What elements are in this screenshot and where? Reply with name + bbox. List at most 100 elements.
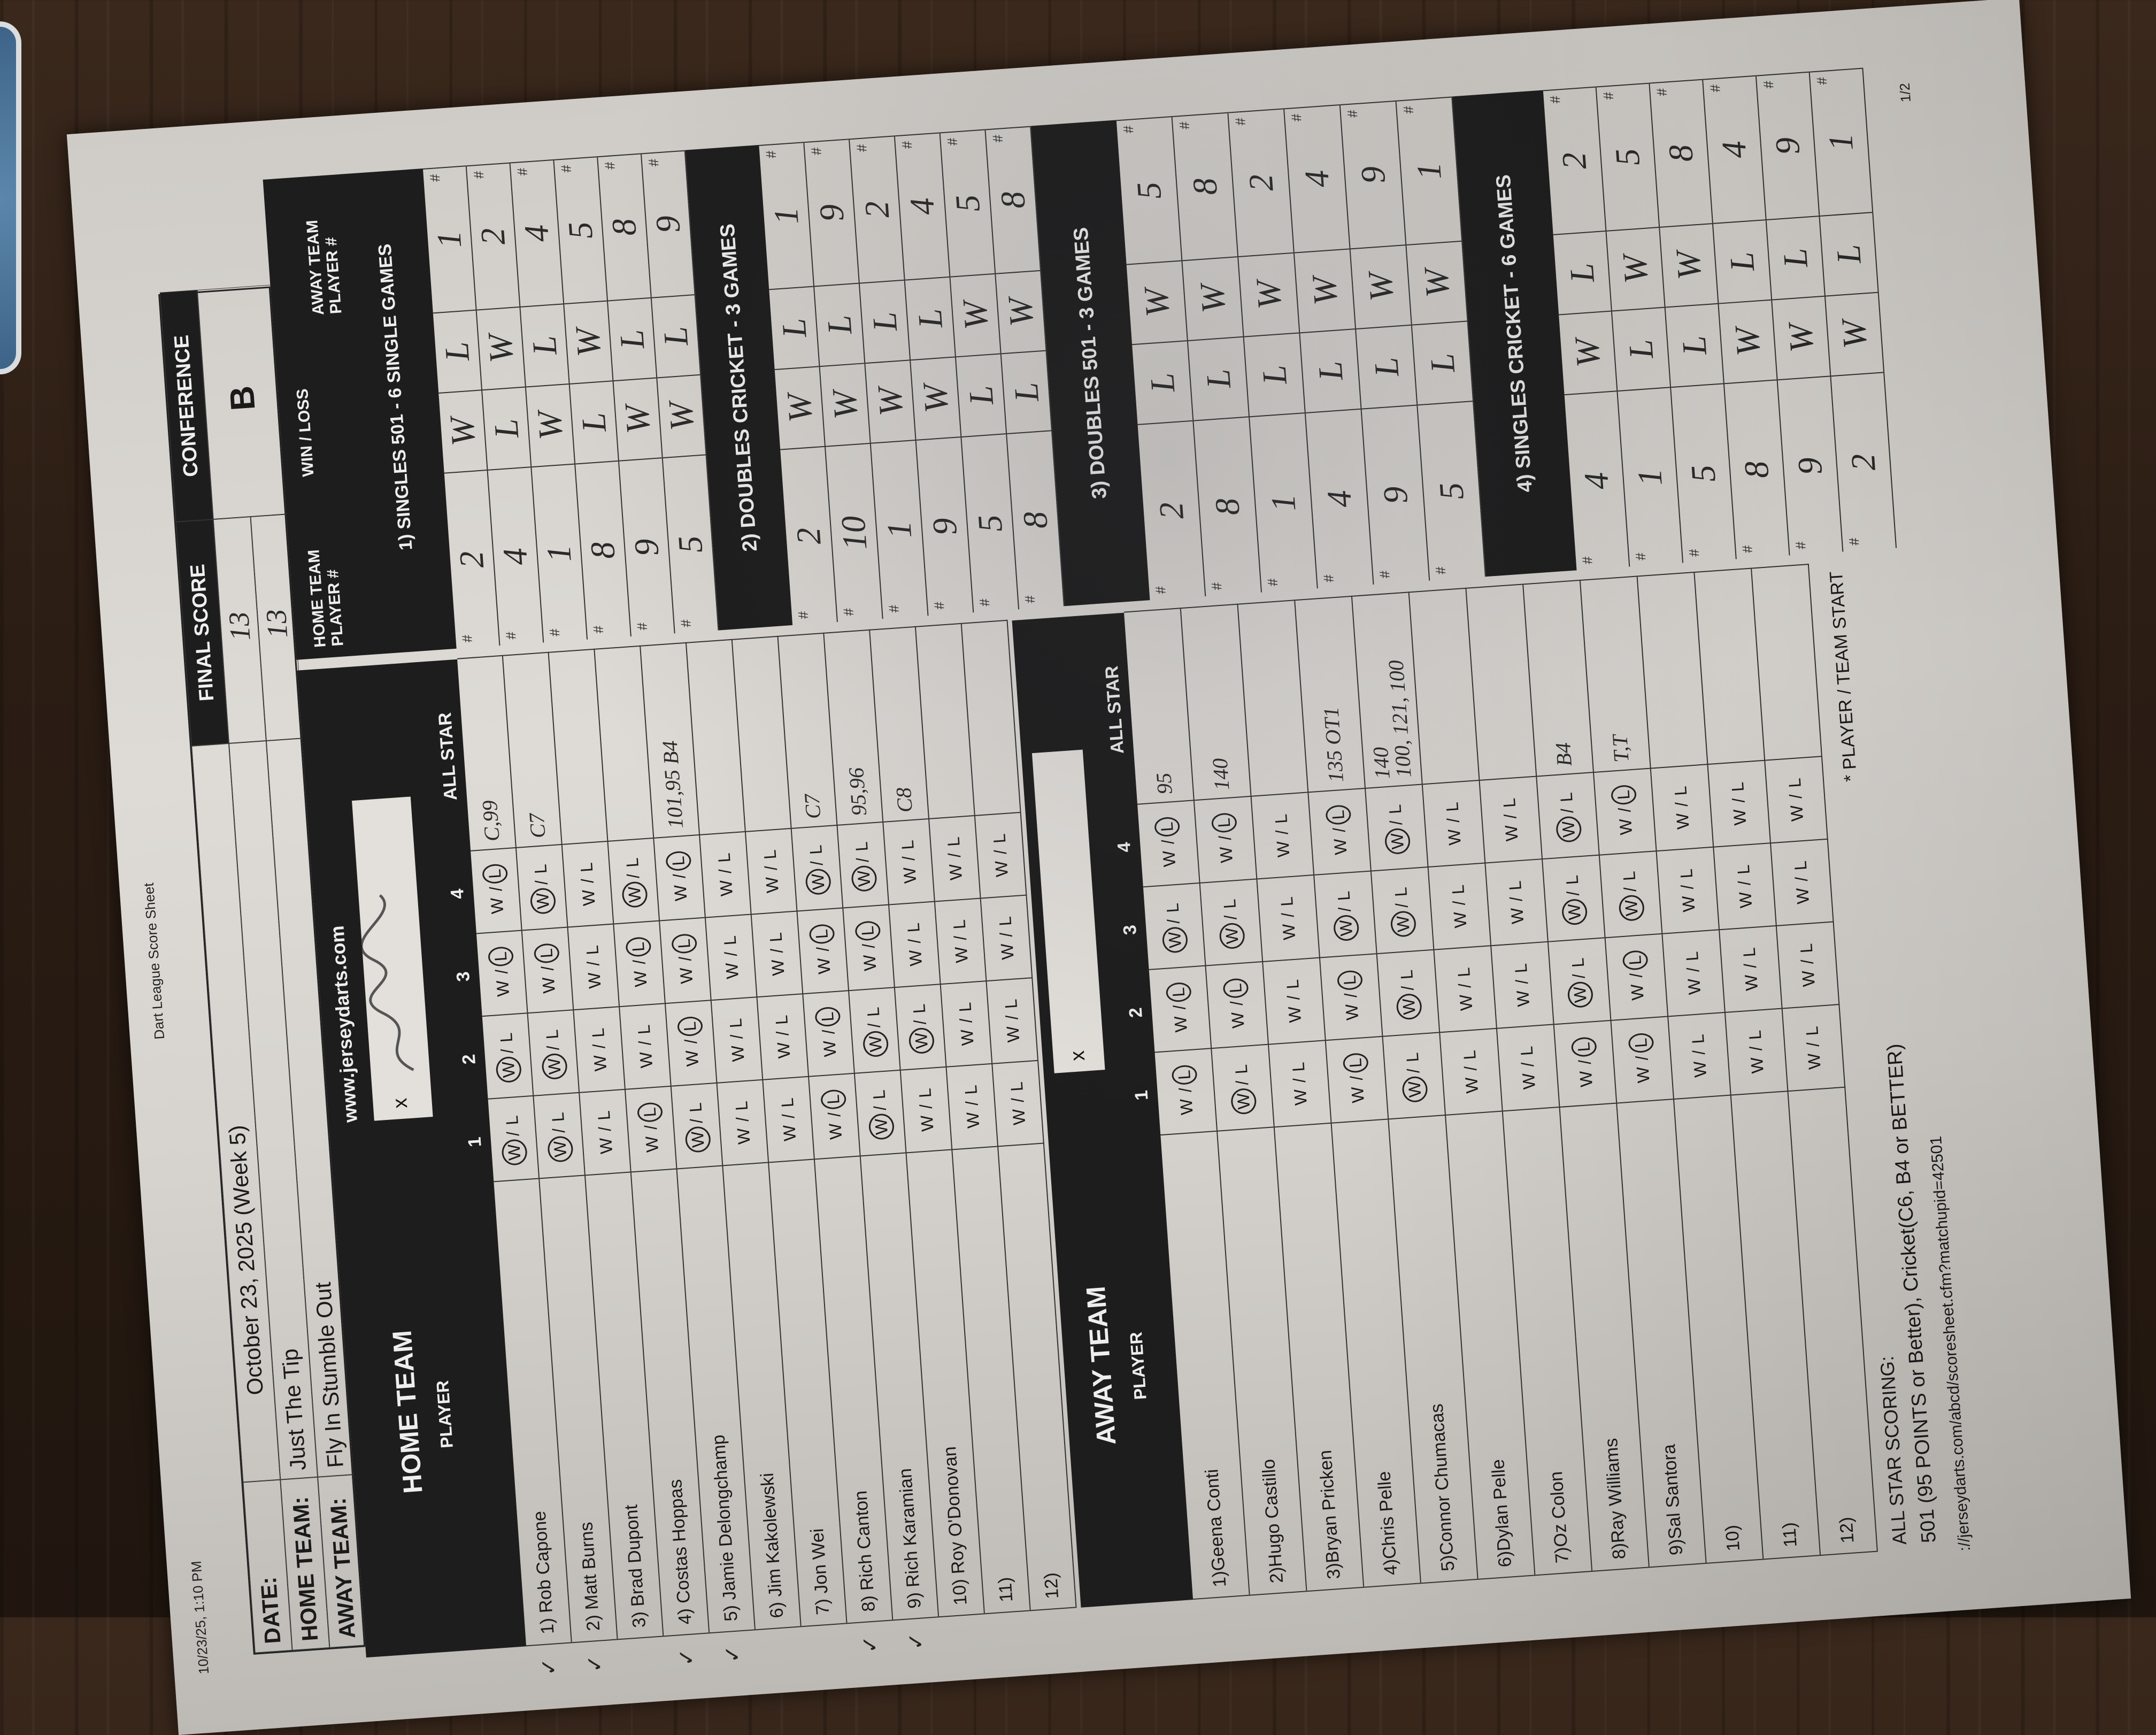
away-result[interactable]: W xyxy=(1606,227,1665,311)
game-3-result[interactable]: W / L xyxy=(1657,846,1720,933)
game-4-result[interactable]: W / L xyxy=(1365,784,1429,871)
away-result[interactable]: W xyxy=(476,306,525,390)
away-player-number[interactable]: #5 xyxy=(940,129,995,277)
away-player-number[interactable]: #9 xyxy=(804,139,859,286)
away-player-number[interactable]: #5 xyxy=(1596,82,1659,231)
game-4-result[interactable]: W / L xyxy=(1765,756,1828,843)
away-captain-signature-box[interactable]: x xyxy=(1031,749,1105,1073)
game-3-result[interactable]: W / L xyxy=(1200,878,1264,965)
game-1-result[interactable]: W / L xyxy=(1268,1040,1332,1127)
game-1-result[interactable]: W / L xyxy=(809,1072,861,1159)
away-result[interactable]: L xyxy=(1766,216,1824,300)
game-2-result[interactable]: W / L xyxy=(711,996,764,1083)
game-4-result[interactable]: W / L xyxy=(1593,767,1657,855)
away-player-number[interactable]: #2 xyxy=(849,135,904,283)
away-player-number[interactable]: #4 xyxy=(1284,104,1350,252)
game-4-result[interactable]: W / L xyxy=(883,818,935,904)
game-2-result[interactable]: W / L xyxy=(620,1003,672,1089)
game-4-result[interactable]: W / L xyxy=(654,834,706,920)
game-2-result[interactable]: W / L xyxy=(482,1012,534,1099)
home-player-number[interactable]: #9 xyxy=(1361,404,1429,585)
home-result[interactable]: W xyxy=(1825,291,1884,376)
away-player-number[interactable]: #1 xyxy=(759,142,813,289)
game-4-result[interactable]: W / L xyxy=(975,811,1027,898)
game-2-result[interactable]: W / L xyxy=(987,977,1038,1063)
game-2-result[interactable]: W / L xyxy=(1263,957,1326,1044)
game-4-result[interactable]: W / L xyxy=(1537,771,1600,859)
home-player-number[interactable]: #8 xyxy=(1194,416,1261,596)
game-1-result[interactable]: W / L xyxy=(1725,1008,1789,1095)
game-2-result[interactable]: W / L xyxy=(849,987,901,1073)
game-4-result[interactable]: W / L xyxy=(791,824,844,911)
away-result[interactable]: W xyxy=(1660,223,1718,307)
game-4-result[interactable]: W / L xyxy=(929,815,981,901)
game-2-result[interactable]: W / L xyxy=(574,1006,626,1092)
game-4-result[interactable]: W / L xyxy=(1651,764,1714,851)
game-4-result[interactable]: W / L xyxy=(1308,787,1372,874)
game-3-result[interactable]: W / L xyxy=(1143,882,1206,969)
away-player-number[interactable]: #8 xyxy=(985,126,1040,273)
away-result[interactable]: L xyxy=(1553,231,1611,314)
away-player-number[interactable]: #4 xyxy=(895,132,950,280)
game-4-result[interactable]: W / L xyxy=(608,837,660,924)
game-4-result[interactable]: W / L xyxy=(1708,759,1771,847)
home-result[interactable]: L xyxy=(1665,303,1723,387)
home-captain-signature-box[interactable]: x xyxy=(352,796,433,1121)
game-2-result[interactable]: W / L xyxy=(1320,953,1383,1040)
game-3-result[interactable]: W / L xyxy=(843,904,895,991)
home-result[interactable]: L xyxy=(1612,306,1670,391)
away-player-number[interactable]: #2 xyxy=(1228,108,1293,257)
game-1-result[interactable]: W / L xyxy=(1497,1024,1560,1111)
game-2-result[interactable]: W / L xyxy=(941,980,993,1066)
game-1-result[interactable]: W / L xyxy=(1668,1011,1731,1099)
away-result[interactable]: L xyxy=(433,309,481,393)
home-result[interactable]: L xyxy=(1244,332,1305,417)
away-result[interactable]: L xyxy=(607,297,657,381)
home-result[interactable]: L xyxy=(1356,324,1417,409)
game-2-result[interactable]: W / L xyxy=(1548,937,1612,1024)
home-result[interactable]: W xyxy=(613,377,662,460)
game-4-result[interactable]: W / L xyxy=(837,821,889,908)
game-3-result[interactable]: W / L xyxy=(1714,842,1777,930)
game-1-result[interactable]: W / L xyxy=(763,1076,815,1162)
game-3-result[interactable]: W / L xyxy=(705,913,758,1000)
game-2-result[interactable]: W / L xyxy=(1605,933,1669,1020)
game-4-result[interactable]: W / L xyxy=(516,843,568,930)
away-result[interactable]: W xyxy=(1406,240,1467,325)
game-2-result[interactable]: W / L xyxy=(1434,945,1497,1032)
game-4-result[interactable]: W / L xyxy=(745,827,798,914)
game-1-result[interactable]: W / L xyxy=(900,1066,953,1153)
game-1-result[interactable]: W / L xyxy=(1154,1048,1218,1135)
home-result[interactable]: W xyxy=(774,366,825,449)
home-result[interactable]: L xyxy=(569,380,618,464)
game-2-result[interactable]: W / L xyxy=(1776,921,1840,1008)
away-result[interactable]: W xyxy=(950,273,1000,357)
game-3-result[interactable]: W / L xyxy=(935,897,987,984)
home-player-number[interactable]: #5 xyxy=(1418,401,1485,581)
game-4-result[interactable]: W / L xyxy=(1422,779,1486,866)
game-3-result[interactable]: W / L xyxy=(1257,874,1320,962)
away-result[interactable]: W xyxy=(1350,244,1411,328)
home-result[interactable]: W xyxy=(1559,310,1617,395)
game-3-result[interactable]: W / L xyxy=(568,923,620,1010)
game-1-result[interactable]: W / L xyxy=(1326,1035,1389,1123)
home-player-number[interactable]: #2 xyxy=(1137,420,1205,601)
away-result[interactable]: W xyxy=(1294,248,1356,333)
away-player-number[interactable]: #5 xyxy=(1116,116,1182,264)
game-3-result[interactable]: W / L xyxy=(1542,854,1606,941)
game-3-result[interactable]: W / L xyxy=(889,901,941,987)
game-2-result[interactable]: W / L xyxy=(1206,961,1269,1048)
away-player-number[interactable]: #4 xyxy=(1703,75,1766,223)
home-result[interactable]: W xyxy=(820,363,870,446)
home-player-number[interactable]: #1 xyxy=(1249,412,1317,593)
game-3-result[interactable]: W / L xyxy=(1371,866,1435,954)
game-1-result[interactable]: W / L xyxy=(946,1063,998,1149)
home-result[interactable]: W xyxy=(911,356,961,440)
away-result[interactable]: L xyxy=(769,286,819,370)
home-result[interactable]: L xyxy=(1001,350,1051,434)
away-player-number[interactable]: #9 xyxy=(1756,71,1819,219)
game-3-result[interactable]: W / L xyxy=(614,920,666,1007)
game-3-result[interactable]: W / L xyxy=(1770,838,1834,925)
away-result[interactable]: W xyxy=(996,270,1046,354)
game-1-result[interactable]: W / L xyxy=(534,1092,586,1178)
